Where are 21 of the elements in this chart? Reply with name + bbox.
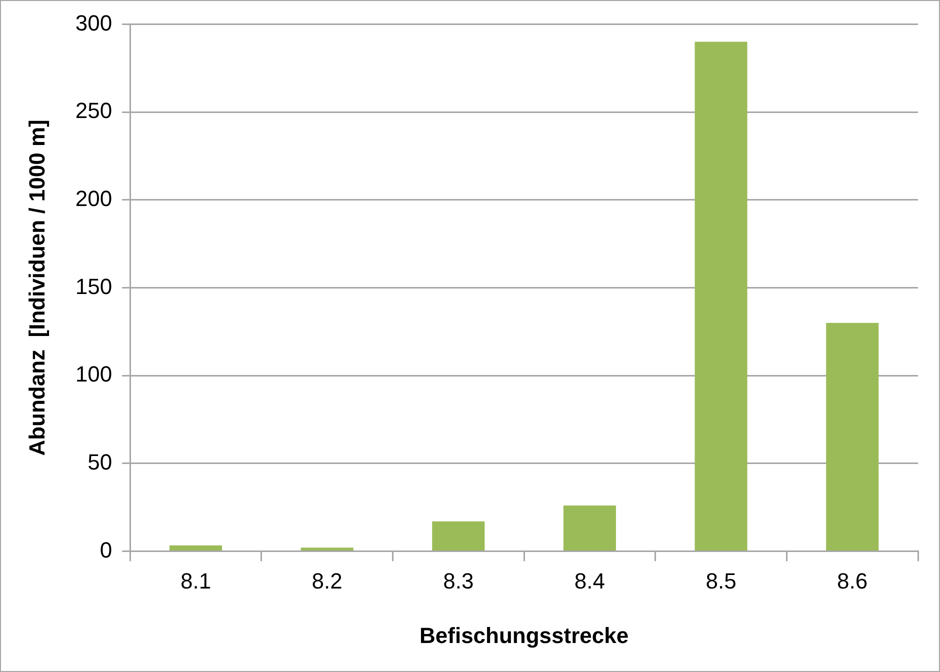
- y-tick-label: 200: [75, 186, 112, 211]
- x-tick-label: 8.5: [706, 568, 736, 594]
- y-tick-label: 300: [75, 10, 112, 36]
- bar: [694, 42, 748, 550]
- bar: [826, 322, 879, 550]
- x-tick-label: 8.4: [574, 568, 606, 594]
- y-tick-label: 100: [75, 362, 112, 387]
- x-tick-label: 8.2: [312, 568, 342, 594]
- y-tick-label: 150: [75, 274, 112, 299]
- y-tick-label: 250: [75, 98, 112, 124]
- x-tick-label: 8.1: [180, 568, 212, 594]
- bar: [170, 545, 222, 550]
- bar: [563, 506, 616, 550]
- x-tick-label: 8.3: [443, 568, 474, 594]
- y-tick-label: 50: [88, 449, 112, 474]
- y-tick-label: 0: [100, 537, 112, 562]
- x-tick-label: 8.6: [837, 568, 868, 594]
- y-axis-title: Abundanz [Individuen / 1000 m]: [24, 120, 50, 456]
- bar: [300, 548, 354, 550]
- x-axis-title: Befischungsstrecke: [420, 622, 629, 648]
- bar: [432, 521, 485, 550]
